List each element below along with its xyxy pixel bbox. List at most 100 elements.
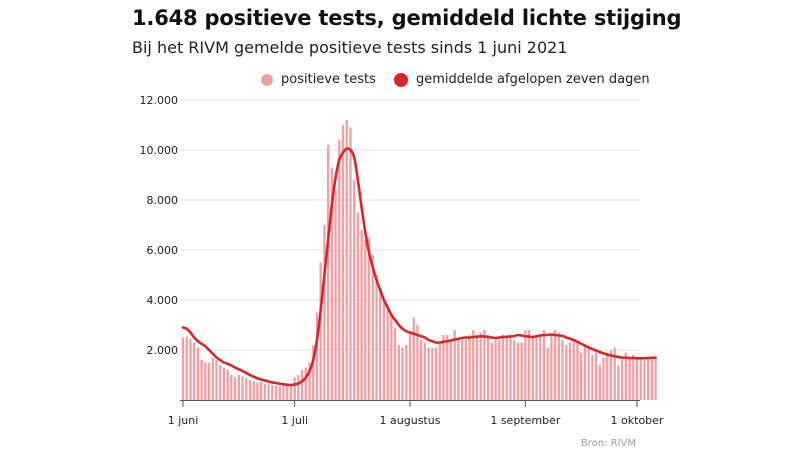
daily-test-bar (613, 347, 616, 400)
daily-test-bar (256, 382, 259, 400)
daily-test-bar (434, 347, 438, 400)
daily-test-bar (248, 380, 252, 400)
daily-test-bar (427, 347, 430, 400)
daily-test-bar (233, 377, 237, 400)
bar-series (181, 120, 657, 400)
daily-test-bar (259, 382, 263, 400)
daily-test-bar (539, 335, 542, 400)
daily-test-bar (304, 367, 307, 400)
daily-test-bar (486, 335, 490, 400)
daily-test-bar (479, 332, 482, 400)
daily-test-bar (274, 385, 278, 400)
daily-test-bar (375, 275, 378, 400)
daily-test-bar (286, 384, 289, 400)
daily-test-bar (572, 340, 575, 400)
daily-test-bar (390, 312, 393, 400)
daily-test-bar (315, 312, 319, 400)
daily-test-bar (185, 336, 188, 400)
daily-test-bar (498, 340, 501, 400)
daily-test-bar (211, 357, 214, 400)
daily-test-bar (557, 332, 561, 400)
daily-test-bar (609, 350, 613, 400)
daily-test-bar (505, 337, 508, 400)
daily-test-bar (312, 345, 315, 400)
seven-day-average-line (181, 147, 657, 387)
daily-test-bar (520, 342, 523, 400)
daily-test-bar (200, 360, 203, 400)
daily-test-bar (308, 362, 311, 400)
daily-test-bar (215, 360, 218, 400)
daily-test-bar (297, 375, 300, 400)
daily-test-bar (267, 384, 270, 400)
daily-test-bar (639, 357, 642, 400)
daily-test-bar (606, 352, 609, 400)
daily-test-bar (189, 338, 192, 400)
daily-test-bar (401, 347, 404, 400)
daily-test-bar (442, 335, 445, 400)
x-tick-label: 1 augustus (380, 414, 441, 427)
chart-title: 1.648 positieve tests, gemiddeld lichte … (132, 6, 682, 30)
daily-test-bar (219, 365, 222, 400)
chart-subtitle: Bij het RIVM gemelde positieve tests sin… (132, 38, 568, 57)
daily-test-bar (624, 352, 627, 400)
daily-test-bar (181, 337, 185, 400)
daily-test-bar (386, 310, 389, 400)
daily-test-bar (565, 345, 568, 400)
daily-test-bar (553, 330, 557, 400)
legend-item-seven-day-average: gemiddelde afgelopen zeven dagen (394, 72, 650, 87)
daily-test-bar (204, 362, 207, 400)
y-axis-ticks: 2.000 4.000 6.000 8.000 10.000 12.000 (140, 94, 179, 357)
legend-label-seven-day-average: gemiddelde afgelopen zeven dagen (416, 72, 650, 87)
daily-test-bar (542, 330, 546, 400)
legend-line-swatch (394, 72, 408, 87)
daily-test-bar (397, 345, 400, 400)
daily-test-bar (501, 335, 505, 400)
daily-test-bar (334, 190, 337, 400)
daily-test-bar (196, 347, 200, 400)
daily-test-bar (580, 352, 583, 400)
daily-test-bar (594, 352, 598, 400)
y-tick-label: 12.000 (140, 94, 179, 107)
daily-test-bar (464, 340, 467, 400)
daily-test-bar (237, 375, 240, 400)
daily-test-bar (647, 357, 650, 400)
daily-test-bar (405, 345, 408, 400)
legend-label-positive-tests: positieve tests (281, 72, 376, 87)
daily-test-bar (527, 330, 531, 400)
daily-test-bar (598, 365, 601, 400)
daily-test-bar (293, 377, 296, 400)
average-line-series (181, 147, 657, 387)
daily-test-bar (349, 127, 352, 400)
daily-test-bar (550, 335, 553, 400)
daily-test-bar (408, 332, 412, 400)
daily-test-bar (516, 342, 520, 400)
daily-test-bar (289, 383, 293, 400)
daily-test-bar (245, 377, 248, 400)
daily-test-bar (278, 386, 281, 400)
daily-test-bar (345, 120, 348, 400)
daily-test-bar (587, 347, 590, 400)
daily-test-bar (193, 342, 196, 400)
daily-test-bar (654, 358, 657, 400)
daily-test-bar (531, 337, 534, 400)
daily-test-bar (509, 335, 512, 400)
daily-test-bar (453, 330, 456, 400)
daily-test-bar (602, 357, 605, 400)
daily-test-bar (513, 340, 516, 400)
daily-test-bar (635, 357, 639, 400)
daily-test-bar (457, 337, 460, 400)
daily-test-bar (207, 362, 211, 400)
daily-test-bar (271, 385, 274, 400)
x-tick-label: 1 oktober (611, 414, 664, 427)
daily-test-bar (628, 357, 631, 400)
daily-test-bar (330, 167, 334, 400)
daily-test-bar (591, 355, 594, 400)
grid-lines (180, 99, 640, 351)
legend: positieve tests gemiddelde afgelopen zev… (0, 72, 800, 92)
daily-test-bar (379, 287, 382, 400)
daily-test-bar (576, 342, 579, 400)
daily-test-bar (341, 125, 345, 400)
daily-test-bar (360, 230, 363, 400)
daily-test-bar (620, 357, 624, 400)
